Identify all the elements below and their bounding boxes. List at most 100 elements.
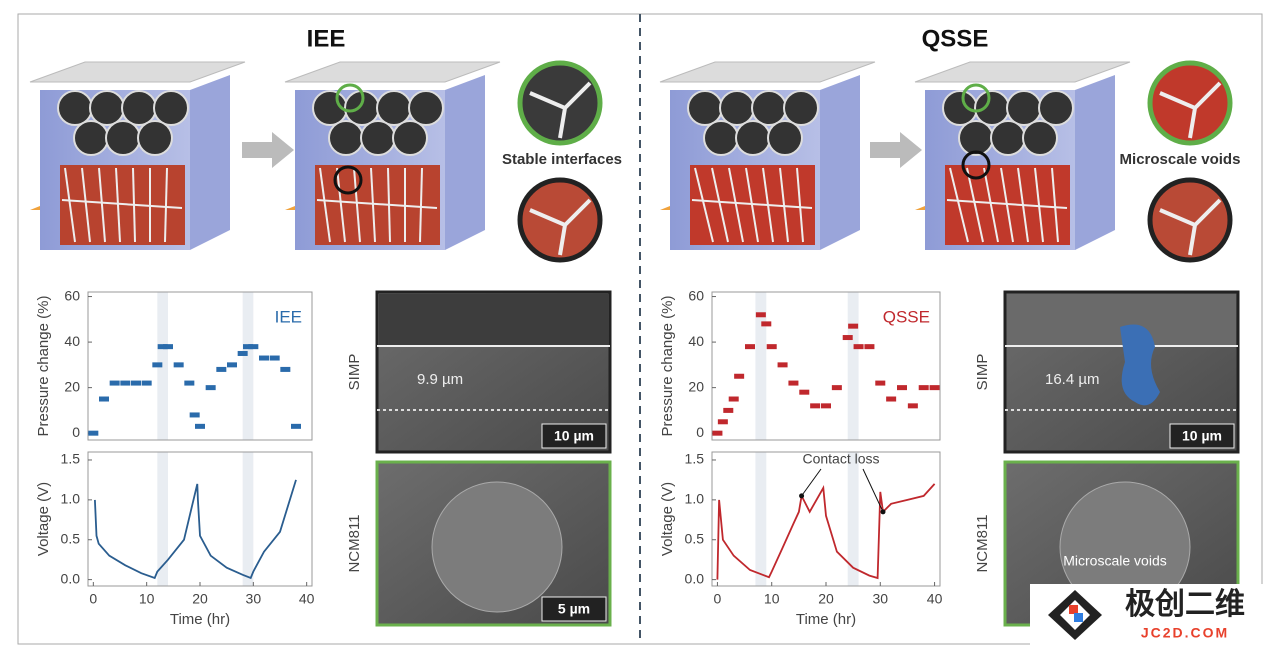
particle bbox=[767, 120, 803, 156]
annotation: Contact loss bbox=[802, 451, 879, 467]
data-point bbox=[745, 344, 755, 350]
particle bbox=[105, 120, 141, 156]
data-point bbox=[886, 396, 897, 402]
inset bbox=[1147, 60, 1233, 146]
crack bbox=[983, 167, 999, 243]
x-tick-label: 10 bbox=[139, 591, 155, 607]
y-axis-label: Voltage (V) bbox=[35, 482, 52, 556]
y-tick-label: 20 bbox=[64, 378, 80, 394]
data-point bbox=[875, 380, 886, 386]
data-point bbox=[918, 385, 929, 391]
data-point bbox=[163, 344, 173, 350]
x-axis-label: Time (hr) bbox=[796, 611, 856, 628]
data-point bbox=[897, 385, 907, 391]
crack bbox=[1051, 167, 1059, 243]
highlight-band bbox=[157, 292, 168, 440]
inset-detail bbox=[1159, 81, 1222, 139]
y-tick-label: 1.0 bbox=[685, 491, 705, 507]
cell-side bbox=[190, 75, 230, 250]
inset-label: Stable interfaces bbox=[502, 151, 622, 168]
crack bbox=[711, 167, 729, 243]
data-point bbox=[216, 366, 227, 372]
annotation: Microscale voids bbox=[1063, 553, 1166, 569]
y-axis-label: Pressure change (%) bbox=[659, 296, 676, 437]
data-point bbox=[269, 355, 280, 361]
crack bbox=[164, 167, 168, 243]
logo bbox=[1074, 613, 1083, 622]
particle bbox=[783, 90, 819, 126]
data-point bbox=[157, 344, 168, 350]
particle bbox=[153, 90, 189, 126]
particle bbox=[121, 90, 157, 126]
watermark-name: 极创二维 bbox=[1125, 588, 1245, 621]
crack bbox=[370, 167, 376, 243]
top-plate bbox=[29, 61, 246, 83]
x-axis-label: Time (hr) bbox=[170, 611, 230, 628]
particle bbox=[431, 481, 563, 613]
particle bbox=[360, 120, 396, 156]
data-point bbox=[141, 380, 152, 386]
annotation-dot bbox=[880, 509, 886, 515]
micrograph-label: SIMP bbox=[974, 354, 991, 391]
particle bbox=[73, 120, 109, 156]
plot-frame bbox=[711, 291, 941, 441]
y-tick-label: 0.5 bbox=[685, 530, 705, 546]
y-tick-label: 1.5 bbox=[61, 451, 81, 467]
y-tick-label: 0 bbox=[72, 424, 80, 440]
panel-title: QSSE bbox=[922, 25, 989, 52]
data-point bbox=[248, 344, 259, 350]
cell-side bbox=[445, 75, 485, 250]
micrograph-label: SIMP bbox=[346, 354, 363, 391]
y-tick-label: 40 bbox=[688, 333, 704, 349]
highlight-band bbox=[847, 452, 859, 586]
x-tick-label: 20 bbox=[818, 591, 834, 607]
particle bbox=[990, 120, 1026, 156]
scale-label: 5 µm bbox=[558, 601, 590, 617]
micrograph-label: NCM811 bbox=[974, 514, 991, 572]
particle bbox=[687, 90, 723, 126]
crack bbox=[336, 167, 346, 243]
data-point bbox=[853, 344, 864, 350]
annotation-arrow bbox=[862, 468, 884, 513]
legend-label: IEE bbox=[275, 307, 302, 326]
scale-label: 10 µm bbox=[554, 428, 594, 444]
particle bbox=[942, 90, 978, 126]
crack bbox=[419, 167, 423, 243]
micrograph-label: NCM811 bbox=[346, 514, 363, 572]
data-point bbox=[205, 385, 216, 391]
data-point bbox=[799, 389, 810, 395]
crack bbox=[64, 167, 76, 243]
watermark: 极创二维 JC2D.COM bbox=[1030, 584, 1272, 646]
particle bbox=[328, 120, 364, 156]
y-tick-label: 20 bbox=[688, 378, 704, 394]
crack bbox=[319, 167, 331, 243]
y-tick-label: 1.5 bbox=[685, 451, 705, 467]
micrographs: 9.9 µm 10 µm SIMP 5 µm NCM811 16.4 µm 10 µm SIM… bbox=[346, 290, 1240, 627]
particle bbox=[89, 90, 125, 126]
legend-label: QSSE bbox=[883, 307, 930, 326]
highlight bbox=[961, 83, 991, 113]
y-tick-label: 0.0 bbox=[685, 570, 705, 586]
crack bbox=[691, 199, 813, 209]
watermark-url: JC2D.COM bbox=[1141, 625, 1229, 641]
void bbox=[1120, 324, 1160, 406]
data-point bbox=[109, 380, 120, 386]
inset bbox=[1147, 177, 1233, 263]
data-point bbox=[777, 362, 788, 368]
crack bbox=[1034, 167, 1044, 243]
x-tick-label: 10 bbox=[764, 591, 780, 607]
scale-box bbox=[541, 596, 607, 622]
crack bbox=[81, 167, 91, 243]
data-point bbox=[761, 321, 772, 327]
particle bbox=[703, 120, 739, 156]
data-point bbox=[842, 335, 853, 341]
crack bbox=[966, 167, 984, 243]
thickness-label: 9.9 µm bbox=[417, 371, 463, 388]
highlight-band bbox=[755, 452, 767, 586]
y-axis-label: Voltage (V) bbox=[659, 482, 676, 556]
y-tick-label: 0 bbox=[696, 424, 704, 440]
data-line bbox=[716, 483, 936, 580]
inset-detail bbox=[529, 198, 592, 256]
x-tick-label: 40 bbox=[299, 591, 315, 607]
data-point bbox=[184, 380, 195, 386]
